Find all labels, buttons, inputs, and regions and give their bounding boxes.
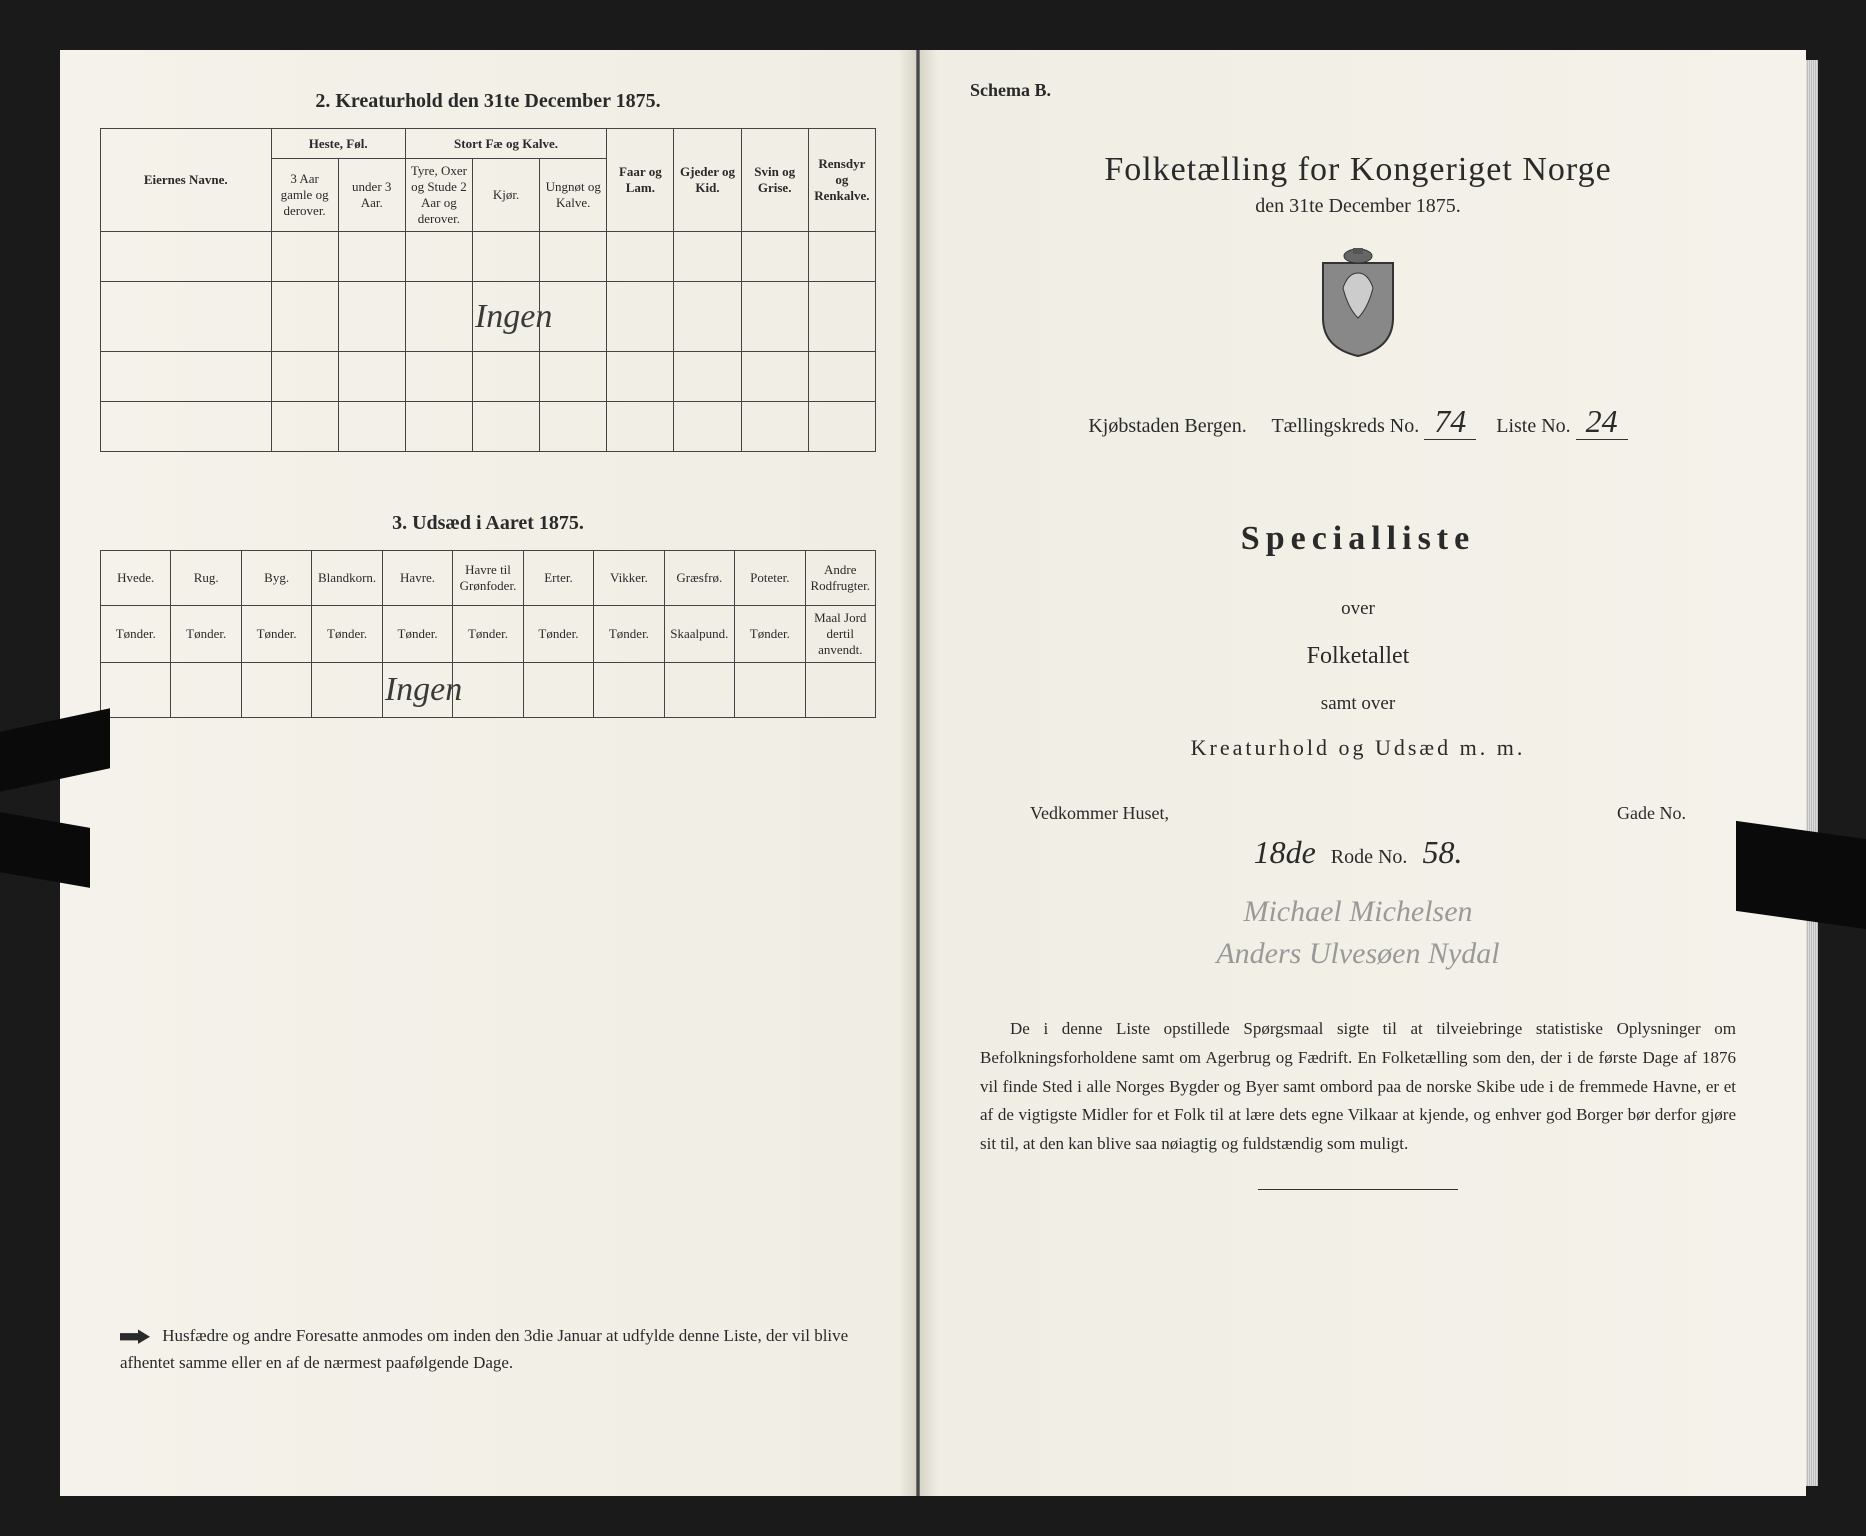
col: Havre. [382, 551, 452, 606]
samt-label: samt over [970, 683, 1746, 725]
col: Erter. [523, 551, 593, 606]
unit: Tønder. [171, 606, 241, 663]
unit: Tønder. [101, 606, 171, 663]
col-gjeder: Gjeder og Kid. [674, 129, 741, 232]
rode-num: 18de [1244, 834, 1326, 870]
tkreds-no: 74 [1424, 403, 1476, 440]
gade-label: Gade No. [1617, 803, 1686, 824]
table-row [101, 402, 876, 452]
left-page: 2. Kreaturhold den 31te December 1875. E… [60, 50, 916, 1496]
tkreds-label: Tællingskreds No. [1271, 415, 1419, 437]
section3-title: 3. Udsæd i Aaret 1875. [100, 512, 876, 535]
folketallet: Folketallet [970, 630, 1746, 683]
col: Blandkorn. [312, 551, 382, 606]
unit: Skaalpund. [664, 606, 734, 663]
col-heste: Heste, Føl. [271, 129, 405, 159]
schema-label: Schema B. [970, 80, 1746, 101]
col: Vikker. [594, 551, 664, 606]
rode-line: 18de Rode No. 58. [970, 834, 1746, 871]
col: Hvede. [101, 551, 171, 606]
unit: Tønder. [453, 606, 523, 663]
coat-of-arms-icon [970, 248, 1746, 363]
unit: Tønder. [735, 606, 805, 663]
sub-h1: 3 Aar gamle og derover. [271, 159, 338, 232]
table-row [101, 232, 876, 282]
col-stort: Stort Fæ og Kalve. [405, 129, 606, 159]
kjobstad: Kjøbstaden Bergen. [1088, 415, 1247, 437]
kreaturhold-table: Eiernes Navne. Heste, Føl. Stort Fæ og K… [100, 128, 876, 452]
vedkommer-line: Vedkommer Huset, Gade No. [970, 803, 1746, 824]
title-date: den 31te December 1875. [970, 195, 1746, 218]
unit: Tønder. [523, 606, 593, 663]
col: Græsfrø. [664, 551, 734, 606]
sub-h2: under 3 Aar. [338, 159, 405, 232]
pointing-hand-icon [120, 1328, 150, 1346]
binder-clip [1736, 821, 1866, 929]
footer-text: Husfædre og andre Foresatte anmodes om i… [120, 1326, 848, 1372]
section2-title: 2. Kreaturhold den 31te December 1875. [100, 90, 876, 113]
divider [1258, 1189, 1458, 1190]
unit: Tønder. [312, 606, 382, 663]
unit: Tønder. [382, 606, 452, 663]
book-spread: 2. Kreaturhold den 31te December 1875. E… [60, 50, 1806, 1496]
rode-val: 58. [1412, 834, 1472, 870]
handwritten-entry: Ingen [472, 282, 539, 352]
udsaed-table: Hvede. Rug. Byg. Blandkorn. Havre. Havre… [100, 550, 876, 718]
col: Byg. [241, 551, 311, 606]
main-title: Folketælling for Kongeriget Norge [970, 151, 1746, 189]
specialliste-heading: Specialliste [970, 520, 1746, 558]
vedkommer-label: Vedkommer Huset, [1030, 803, 1169, 824]
col-owner: Eiernes Navne. [101, 129, 272, 232]
center-block: over Folketallet samt over Kreaturhold o… [970, 588, 1746, 773]
kreatur-line: Kreaturhold og Udsæd m. m. [970, 724, 1746, 772]
table-row: Ingen [101, 282, 876, 352]
faded-names: Michael Michelsen Anders Ulvesøen Nydal [970, 891, 1746, 975]
sub-s2: Kjør. [472, 159, 539, 232]
sub-s1: Tyre, Oxer og Stude 2 Aar og derover. [405, 159, 472, 232]
col: Poteter. [735, 551, 805, 606]
page-edge [1806, 60, 1818, 1486]
col: Havre til Grønfoder. [453, 551, 523, 606]
col-ren: Rensdyr og Renkalve. [808, 129, 875, 232]
col: Rug. [171, 551, 241, 606]
handwritten-entry: Ingen [382, 663, 452, 718]
col-svin: Svin og Grise. [741, 129, 808, 232]
faded-name-2: Anders Ulvesøen Nydal [970, 933, 1746, 975]
col-faar: Faar og Lam. [607, 129, 674, 232]
kreds-line: Kjøbstaden Bergen. Tællingskreds No. 74 … [970, 403, 1746, 440]
footer-note: Husfædre og andre Foresatte anmodes om i… [120, 1322, 856, 1376]
unit: Tønder. [594, 606, 664, 663]
faded-name-1: Michael Michelsen [970, 891, 1746, 933]
sub-s3: Ungnøt og Kalve. [540, 159, 607, 232]
over-label: over [970, 588, 1746, 630]
unit: Tønder. [241, 606, 311, 663]
rode-label: Rode No. [1331, 846, 1408, 868]
right-page: Schema B. Folketælling for Kongeriget No… [920, 50, 1806, 1496]
unit: Maal Jord dertil anvendt. [805, 606, 875, 663]
bottom-paragraph: De i denne Liste opstillede Spørgsmaal s… [970, 1015, 1746, 1159]
table-row: Ingen [101, 663, 876, 718]
liste-no: 24 [1576, 403, 1628, 440]
liste-label: Liste No. [1496, 415, 1570, 437]
col: Andre Rodfrugter. [805, 551, 875, 606]
table-row [101, 352, 876, 402]
